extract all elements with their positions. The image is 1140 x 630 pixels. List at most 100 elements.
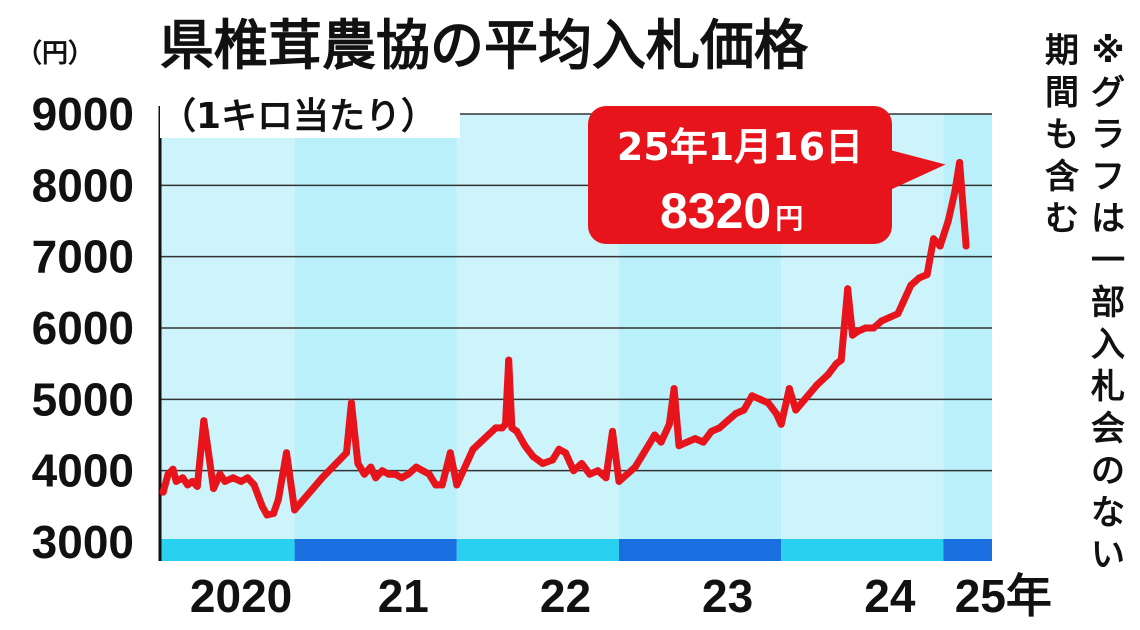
data-point: [849, 331, 856, 339]
data-point: [764, 399, 772, 407]
data-point: [539, 460, 547, 467]
data-point: [665, 420, 673, 428]
data-point: [164, 470, 172, 478]
data-point: [907, 281, 915, 289]
data-point: [250, 481, 258, 489]
y-tick-label: 4000: [32, 445, 134, 497]
data-point: [832, 360, 840, 368]
data-point: [699, 438, 707, 446]
x-tick-label: 25年: [955, 570, 1052, 622]
data-point: [291, 506, 299, 514]
year-bar: [943, 539, 992, 561]
y-tick-label: 3000: [32, 516, 134, 568]
data-point: [844, 285, 852, 293]
data-point: [631, 463, 639, 471]
data-point: [513, 427, 521, 435]
data-point: [894, 310, 902, 318]
data-point: [853, 328, 861, 336]
x-tick-labels: 2020 21 22 23 24 25年: [190, 570, 1052, 622]
data-point: [469, 445, 477, 453]
data-point: [586, 470, 594, 478]
data-point: [785, 385, 793, 393]
callout-date: 25年1月16日: [617, 125, 863, 169]
callout-value: 8320 円: [660, 183, 803, 239]
data-point: [188, 477, 196, 485]
data-point: [425, 470, 433, 478]
data-point: [237, 477, 245, 485]
x-tick-label: 22: [540, 570, 591, 622]
data-point: [724, 417, 732, 425]
y-axis-unit: （円）: [16, 39, 94, 69]
data-point: [343, 449, 350, 457]
data-point: [216, 470, 224, 478]
data-point: [878, 317, 886, 325]
data-point: [772, 410, 780, 418]
data-point: [169, 465, 177, 473]
chart-subtitle: （1キロ当たり）: [160, 96, 437, 137]
data-point: [193, 482, 201, 490]
data-point: [824, 370, 832, 378]
data-point: [777, 420, 785, 428]
data-point: [748, 392, 756, 400]
data-point: [670, 385, 678, 393]
year-bar: [618, 539, 782, 561]
data-point: [594, 467, 602, 475]
data-point: [792, 406, 800, 414]
data-point: [691, 435, 699, 443]
callout-pointer: [890, 150, 946, 190]
data-point: [453, 481, 461, 489]
data-point: [221, 477, 229, 485]
data-point: [870, 324, 878, 332]
x-tick-label: 21: [378, 570, 429, 622]
data-point: [915, 274, 923, 282]
data-point: [172, 477, 180, 485]
data-point: [446, 449, 454, 457]
data-point: [367, 463, 375, 471]
data-point: [923, 271, 931, 278]
subtitle-bg: [160, 90, 460, 138]
x-tick-label: 24: [864, 570, 916, 622]
data-point: [562, 449, 569, 457]
data-point: [602, 474, 610, 482]
data-point: [683, 438, 691, 446]
data-points: [159, 159, 970, 519]
data-point: [412, 463, 420, 471]
data-point: [404, 470, 412, 478]
data-point: [203, 438, 211, 446]
data-point: [354, 460, 362, 467]
year-bar: [294, 539, 457, 561]
data-point: [179, 474, 187, 482]
data-point: [438, 481, 446, 489]
data-point: [360, 470, 368, 478]
data-point: [258, 502, 266, 510]
data-point: [398, 474, 406, 482]
data-point: [944, 217, 952, 225]
data-point: [756, 395, 764, 403]
data-point: [210, 485, 217, 492]
data-point: [419, 467, 427, 475]
data-point: [492, 424, 500, 432]
data-point: [716, 424, 723, 432]
year-bar: [160, 539, 295, 561]
chart-title: 県椎茸農協の平均入札価格: [160, 14, 809, 77]
data-point: [930, 235, 938, 243]
data-point: [675, 442, 683, 450]
data-point: [263, 511, 271, 519]
data-point: [229, 474, 237, 482]
data-point: [899, 299, 907, 307]
data-point: [505, 356, 513, 364]
note-column: 期間も含む: [1045, 31, 1080, 239]
data-point: [159, 488, 167, 496]
data-point: [862, 324, 869, 332]
y-tick-label: 9000: [32, 88, 134, 140]
data-point: [936, 242, 944, 250]
data-point: [372, 474, 380, 482]
data-point: [283, 449, 290, 457]
y-tick-label: 8000: [32, 159, 134, 211]
data-point: [609, 427, 616, 435]
data-point: [274, 495, 282, 503]
peak-callout: 25年1月16日 8320 円: [588, 106, 946, 244]
note-column: ※グラフは一部入札会のない: [1091, 31, 1125, 575]
data-point: [837, 356, 845, 364]
